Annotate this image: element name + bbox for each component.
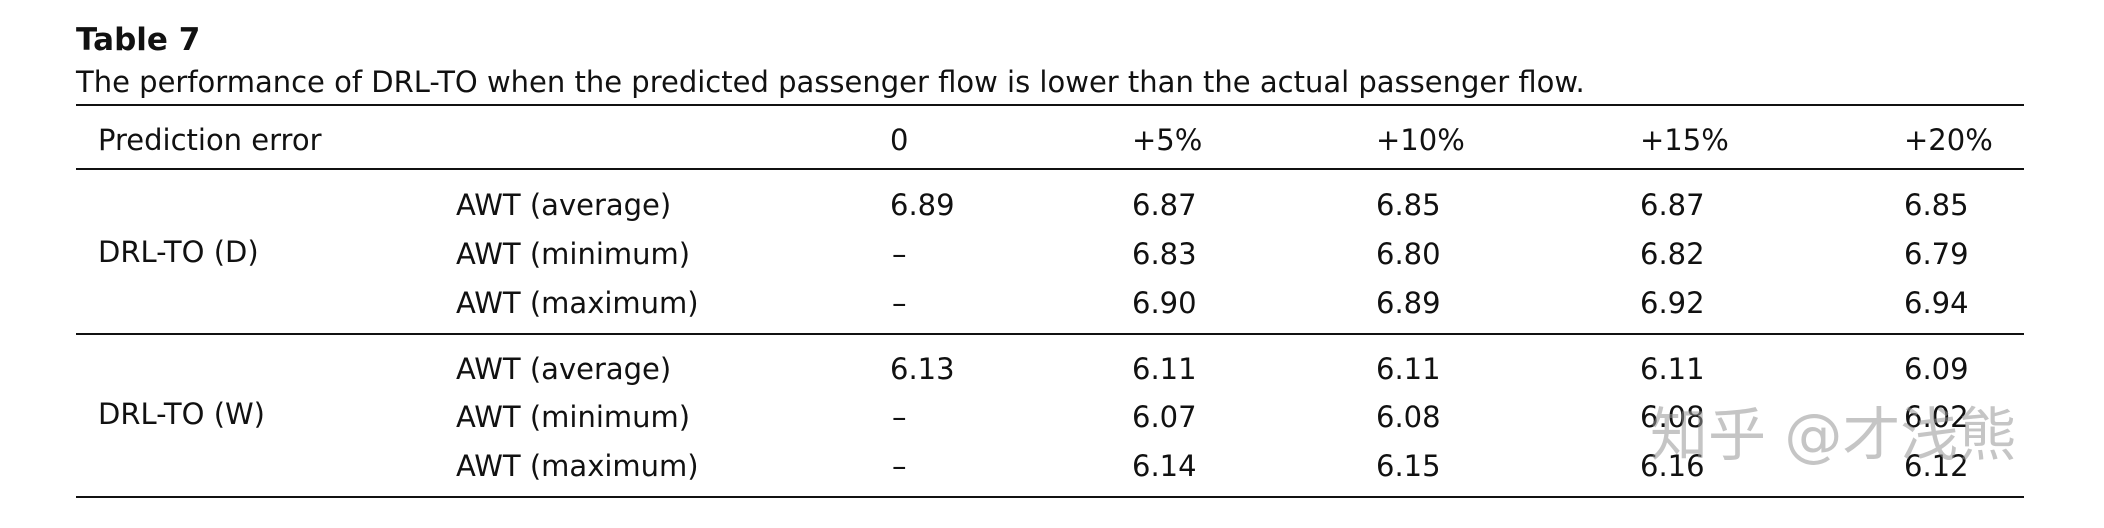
header-prediction-error: Prediction error [98,123,322,157]
bottom-rule [76,496,2024,498]
value-cell: 6.11 [1132,352,1197,386]
value-cell: 6.89 [1376,286,1441,320]
header-rule [76,168,2024,170]
value-cell: 6.07 [1132,400,1197,434]
value-cell: 6.02 [1904,400,1969,434]
value-cell: 6.80 [1376,237,1441,271]
value-cell: 6.83 [1132,237,1197,271]
value-cell: 6.15 [1376,449,1441,483]
header-col-20: +20% [1904,123,1993,157]
header-col-10: +10% [1376,123,1465,157]
metric-label: AWT (maximum) [456,286,699,320]
value-cell: 6.92 [1640,286,1705,320]
value-cell: – [892,286,907,320]
group-rule [76,333,2024,335]
header-col-5: +5% [1132,123,1203,157]
table-label: Table 7 [76,22,201,58]
header-col-15: +15% [1640,123,1729,157]
value-cell: 6.94 [1904,286,1969,320]
top-rule [76,104,2024,106]
metric-label: AWT (average) [456,188,672,222]
value-cell: 6.09 [1904,352,1969,386]
value-cell: 6.85 [1376,188,1441,222]
value-cell: 6.08 [1640,400,1705,434]
value-cell: 6.79 [1904,237,1969,271]
value-cell: 6.08 [1376,400,1441,434]
metric-label: AWT (minimum) [456,237,691,271]
table-caption: The performance of DRL-TO when the predi… [76,65,1585,99]
value-cell: – [892,400,907,434]
value-cell: 6.87 [1132,188,1197,222]
value-cell: 6.13 [890,352,955,386]
group-name-w: DRL-TO (W) [98,397,265,431]
value-cell: 6.85 [1904,188,1969,222]
group-name-d: DRL-TO (D) [98,235,259,269]
value-cell: 6.87 [1640,188,1705,222]
value-cell: 6.14 [1132,449,1197,483]
metric-label: AWT (average) [456,352,672,386]
metric-label: AWT (maximum) [456,449,699,483]
value-cell: 6.11 [1376,352,1441,386]
header-col-0: 0 [890,123,909,157]
value-cell: 6.11 [1640,352,1705,386]
value-cell: – [892,449,907,483]
value-cell: 6.82 [1640,237,1705,271]
value-cell: 6.89 [890,188,955,222]
value-cell: 6.12 [1904,449,1969,483]
value-cell: 6.90 [1132,286,1197,320]
metric-label: AWT (minimum) [456,400,691,434]
value-cell: 6.16 [1640,449,1705,483]
watermark: 知乎 @才浅熊 [1650,401,2017,469]
value-cell: – [892,237,907,271]
